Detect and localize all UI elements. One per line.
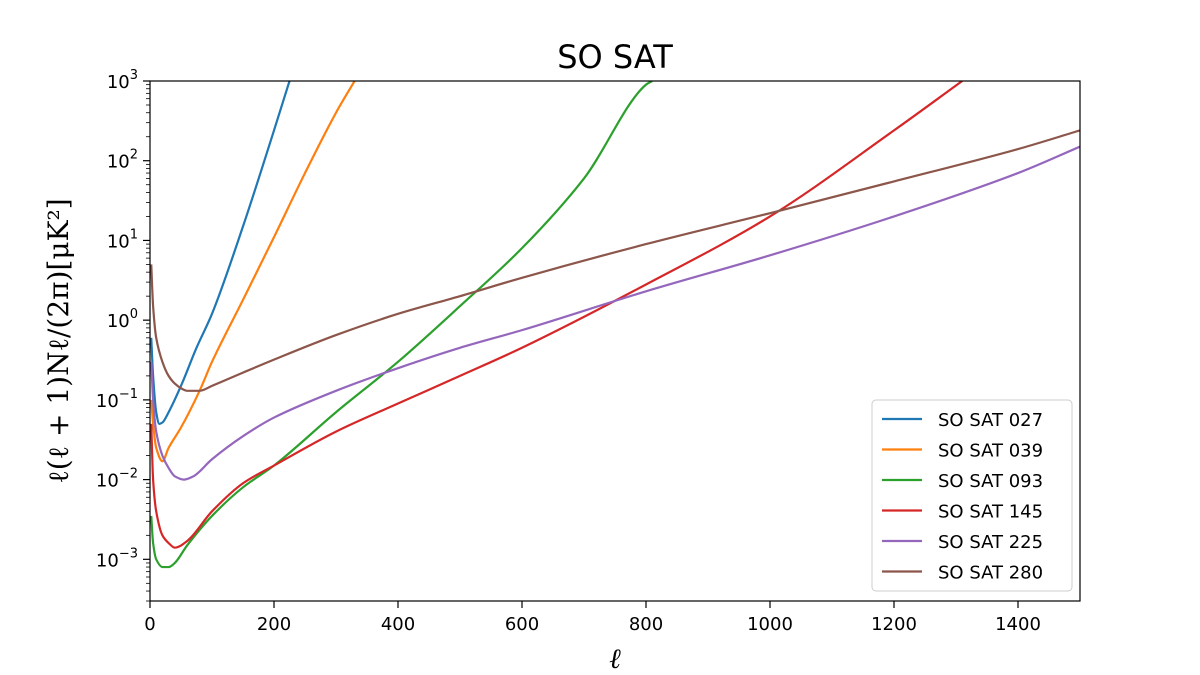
series-line-2	[150, 81, 356, 463]
x-axis: 0 200 400 600 800 1000 1200 1400	[144, 601, 1041, 635]
plot-frame	[149, 80, 1081, 602]
x-tick-label: 1000	[747, 614, 793, 635]
y-tick-label: 103	[107, 68, 138, 93]
x-tick-label: 600	[505, 614, 539, 635]
series-line-4	[150, 81, 963, 549]
y-axis-label: ℓ(ℓ + 1)Nℓ/(2π)[μK²]	[42, 198, 75, 483]
x-tick-label: 1400	[995, 614, 1041, 635]
y-tick-label: 10−2	[96, 467, 138, 492]
series-line-1	[150, 81, 291, 425]
legend-box	[871, 399, 1073, 592]
legend: SO SAT 027 SO SAT 039 SO SAT 093 SO SAT 145…	[871, 399, 1073, 592]
y-tick-label: 101	[107, 227, 138, 252]
series-line-3	[150, 81, 653, 569]
x-tick-label: 0	[144, 614, 155, 635]
x-tick-label: 1200	[871, 614, 917, 635]
series-layer	[150, 81, 1080, 569]
series-line-6	[150, 129, 1080, 392]
x-axis-label: ℓ	[609, 642, 621, 675]
series-line-5	[150, 145, 1080, 481]
y-tick-label: 10−1	[96, 387, 138, 412]
y-tick-label: 102	[107, 148, 138, 173]
legend-label: SO SAT 039	[938, 441, 1043, 462]
legend-label: SO SAT 027	[938, 410, 1043, 431]
y-tick-label: 10−3	[96, 546, 138, 571]
y-tick-label: 100	[107, 307, 138, 332]
legend-label: SO SAT 093	[938, 471, 1043, 492]
y-axis: 10−3 10−2 10−1 100 101 102 103	[96, 68, 150, 602]
legend-label: SO SAT 225	[938, 532, 1043, 553]
legend-label: SO SAT 280	[938, 563, 1043, 584]
x-tick-label: 400	[381, 614, 415, 635]
x-tick-label: 200	[257, 614, 291, 635]
chart-title: SO SAT	[557, 38, 673, 76]
legend-label: SO SAT 145	[938, 502, 1043, 523]
x-tick-label: 800	[629, 614, 663, 635]
